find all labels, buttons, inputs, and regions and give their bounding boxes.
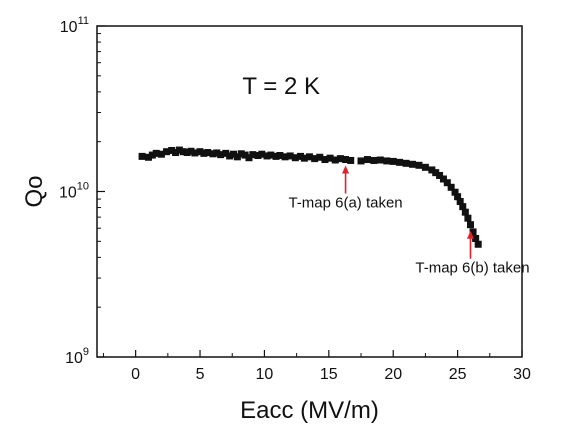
data-point: [396, 158, 404, 166]
data-point: [163, 148, 171, 156]
annotations: T-map 6(a) taken T-map 6(b) taken: [288, 165, 530, 277]
data-point: [469, 228, 477, 236]
data-point: [357, 157, 365, 165]
data-point: [276, 152, 284, 160]
x-axis-label: Eacc (MV/m): [240, 397, 379, 424]
data-point: [347, 156, 355, 164]
data-point: [157, 150, 165, 158]
x-tick-label: 0: [131, 366, 140, 383]
data-point: [267, 151, 275, 159]
annotation-label: T-map 6(b) taken: [415, 260, 529, 277]
annotation-label: T-map 6(a) taken: [288, 195, 402, 212]
data-point: [172, 149, 180, 157]
data-point: [175, 146, 183, 154]
data-point: [296, 152, 304, 160]
data-point: [389, 157, 397, 165]
data-point: [168, 146, 176, 154]
y-axis-ticks: 109 1010 1011: [59, 15, 105, 367]
data-point: [456, 198, 464, 206]
data-point: [179, 148, 187, 156]
x-tick-label: 30: [513, 366, 531, 383]
data-point: [281, 153, 289, 161]
data-point: [213, 149, 221, 157]
data-point: [187, 147, 195, 155]
data-point: [233, 153, 241, 161]
y-tick-label: 1011: [60, 15, 89, 36]
data-point: [237, 150, 245, 158]
data-point: [402, 159, 410, 167]
x-tick-label: 10: [256, 366, 274, 383]
x-tick-label: 25: [449, 366, 467, 383]
data-point: [370, 156, 378, 164]
data-point: [204, 149, 212, 157]
data-point: [326, 154, 334, 162]
data-point: [152, 149, 160, 157]
data-point: [191, 149, 199, 157]
data-point: [363, 156, 371, 164]
data-point: [306, 153, 313, 161]
data-point: [331, 156, 339, 164]
data-point: [258, 150, 266, 158]
data-point: [196, 148, 204, 156]
data-point: [342, 156, 350, 164]
data-point: [222, 149, 230, 157]
data-point: [254, 152, 262, 160]
data-point: [241, 151, 249, 159]
y-axis-label: Qo: [21, 175, 48, 207]
data-point: [461, 208, 469, 216]
data-point: [409, 160, 417, 168]
data-point: [447, 183, 455, 191]
data-point: [272, 152, 280, 160]
data-markers: [138, 146, 482, 248]
data-point: [421, 163, 429, 171]
data-point: [336, 155, 344, 163]
annotation-arrowhead: [342, 165, 350, 174]
data-point: [454, 193, 462, 201]
data-point: [145, 153, 153, 161]
data-point: [472, 235, 480, 243]
x-tick-label: 15: [320, 366, 338, 383]
data-point: [451, 188, 459, 196]
data-point: [200, 149, 208, 157]
data-point: [286, 152, 294, 160]
data-point: [432, 169, 440, 177]
data-point: [436, 171, 444, 179]
data-point: [291, 154, 299, 162]
data-point: [466, 221, 474, 229]
x-tick-label: 20: [384, 366, 402, 383]
data-point: [376, 156, 384, 164]
x-tick-label: 5: [196, 366, 205, 383]
y-tick-label: 1010: [59, 181, 89, 202]
data-point: [245, 154, 253, 162]
data-point: [263, 152, 271, 160]
data-point: [428, 166, 436, 174]
y-tick-label: 109: [65, 346, 89, 367]
data-point: [459, 203, 467, 211]
data-point: [321, 156, 329, 164]
data-point: [415, 161, 423, 169]
x-axis-ticks: 0 5 10 15 20 25 30: [102, 350, 531, 383]
data-point: [209, 150, 217, 158]
data-point: [464, 214, 472, 222]
data-point: [148, 151, 156, 159]
data-point: [443, 179, 451, 187]
data-point: [474, 240, 482, 248]
data-point: [217, 151, 225, 159]
data-point: [226, 152, 234, 160]
data-point: [316, 153, 324, 161]
data-point: [183, 149, 191, 157]
data-point: [439, 175, 447, 183]
annotation-arrowhead: [466, 230, 474, 239]
data-point: [383, 157, 391, 165]
data-point: [138, 152, 146, 160]
data-point: [311, 155, 319, 163]
data-point: [230, 150, 238, 158]
chart-title: T = 2 K: [242, 73, 320, 100]
data-point: [300, 154, 308, 162]
data-point: [249, 151, 257, 159]
